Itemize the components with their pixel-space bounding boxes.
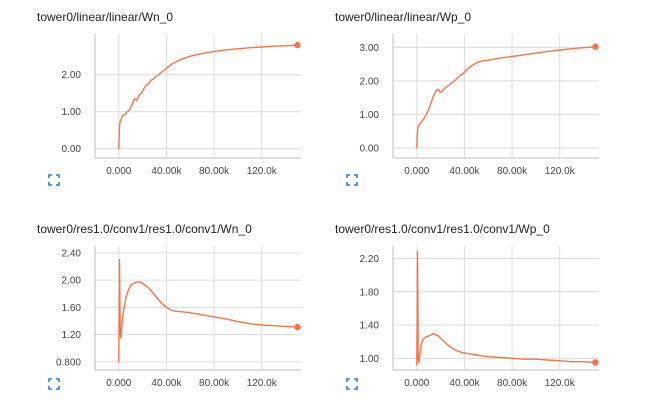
expand-icon[interactable] [346,378,358,390]
x-tick-label: 0.000 [404,378,429,389]
x-tick-label: 120.0k [545,166,576,177]
x-tick-label: 40.00k [151,166,182,177]
y-tick-label: 2.00 [62,276,82,287]
expand-icon[interactable] [346,174,358,186]
y-tick-label: 1.00 [360,110,380,121]
series-end-marker[interactable] [294,41,301,49]
x-tick-label: 120.0k [545,378,576,389]
x-tick-label: 40.00k [449,166,480,177]
x-tick-label: 40.00k [151,378,182,389]
y-tick-label: 0.800 [56,357,81,368]
y-tick-label: 1.00 [360,354,380,365]
chart-title: tower0/linear/linear/Wn_0 [37,10,174,24]
y-tick-label: 1.20 [62,330,82,341]
series-line [416,251,597,366]
y-tick-label: 1.00 [62,107,82,118]
y-tick-label: 2.40 [62,248,82,259]
y-tick-label: 1.60 [62,303,82,314]
x-tick-label: 80.00k [497,378,528,389]
x-tick-label: 0.000 [404,166,429,177]
y-tick-label: 0.00 [62,144,82,155]
line-chart[interactable]: 0.000 40.00k 80.00k 120.0k 1.00 1.40 1.80 2.20 [335,240,605,400]
y-tick-label: 2.00 [360,76,380,87]
series-end-marker[interactable] [294,323,301,331]
x-tick-label: 80.00k [199,378,230,389]
series-line [416,46,597,149]
series-end-marker[interactable] [592,43,599,50]
series-line [118,258,299,363]
y-tick-label: 0.00 [360,143,380,154]
series-end-marker[interactable] [592,359,599,366]
y-tick-label: 2.20 [360,254,380,265]
x-tick-label: 120.0k [247,378,278,389]
x-tick-label: 80.00k [497,166,528,177]
line-chart[interactable]: 0.000 40.00k 80.00k 120.0k 0.800 1.20 1.60 2.00… [37,240,307,400]
chart-title: tower0/linear/linear/Wp_0 [335,10,472,24]
line-chart[interactable]: 0.000 40.00k 80.00k 120.0k 0.00 1.00 2.00 3.00 [335,28,605,188]
chart-title: tower0/res1.0/conv1/res1.0/conv1/Wp_0 [335,222,550,236]
expand-icon[interactable] [48,378,60,390]
x-tick-label: 0.000 [106,166,131,177]
chart-title: tower0/res1.0/conv1/res1.0/conv1/Wn_0 [37,222,252,236]
y-tick-label: 1.80 [360,287,380,298]
x-tick-label: 80.00k [199,166,230,177]
y-tick-label: 3.00 [360,43,380,54]
line-chart[interactable]: 0.000 40.00k 80.00k 120.0k 0.00 1.00 2.00 [37,28,307,188]
x-tick-label: 40.00k [449,378,480,389]
x-tick-label: 120.0k [247,166,278,177]
y-tick-label: 2.00 [62,70,82,81]
y-tick-label: 1.40 [360,321,380,332]
x-tick-label: 0.000 [106,378,131,389]
expand-icon[interactable] [48,174,60,186]
series-line [118,44,299,150]
